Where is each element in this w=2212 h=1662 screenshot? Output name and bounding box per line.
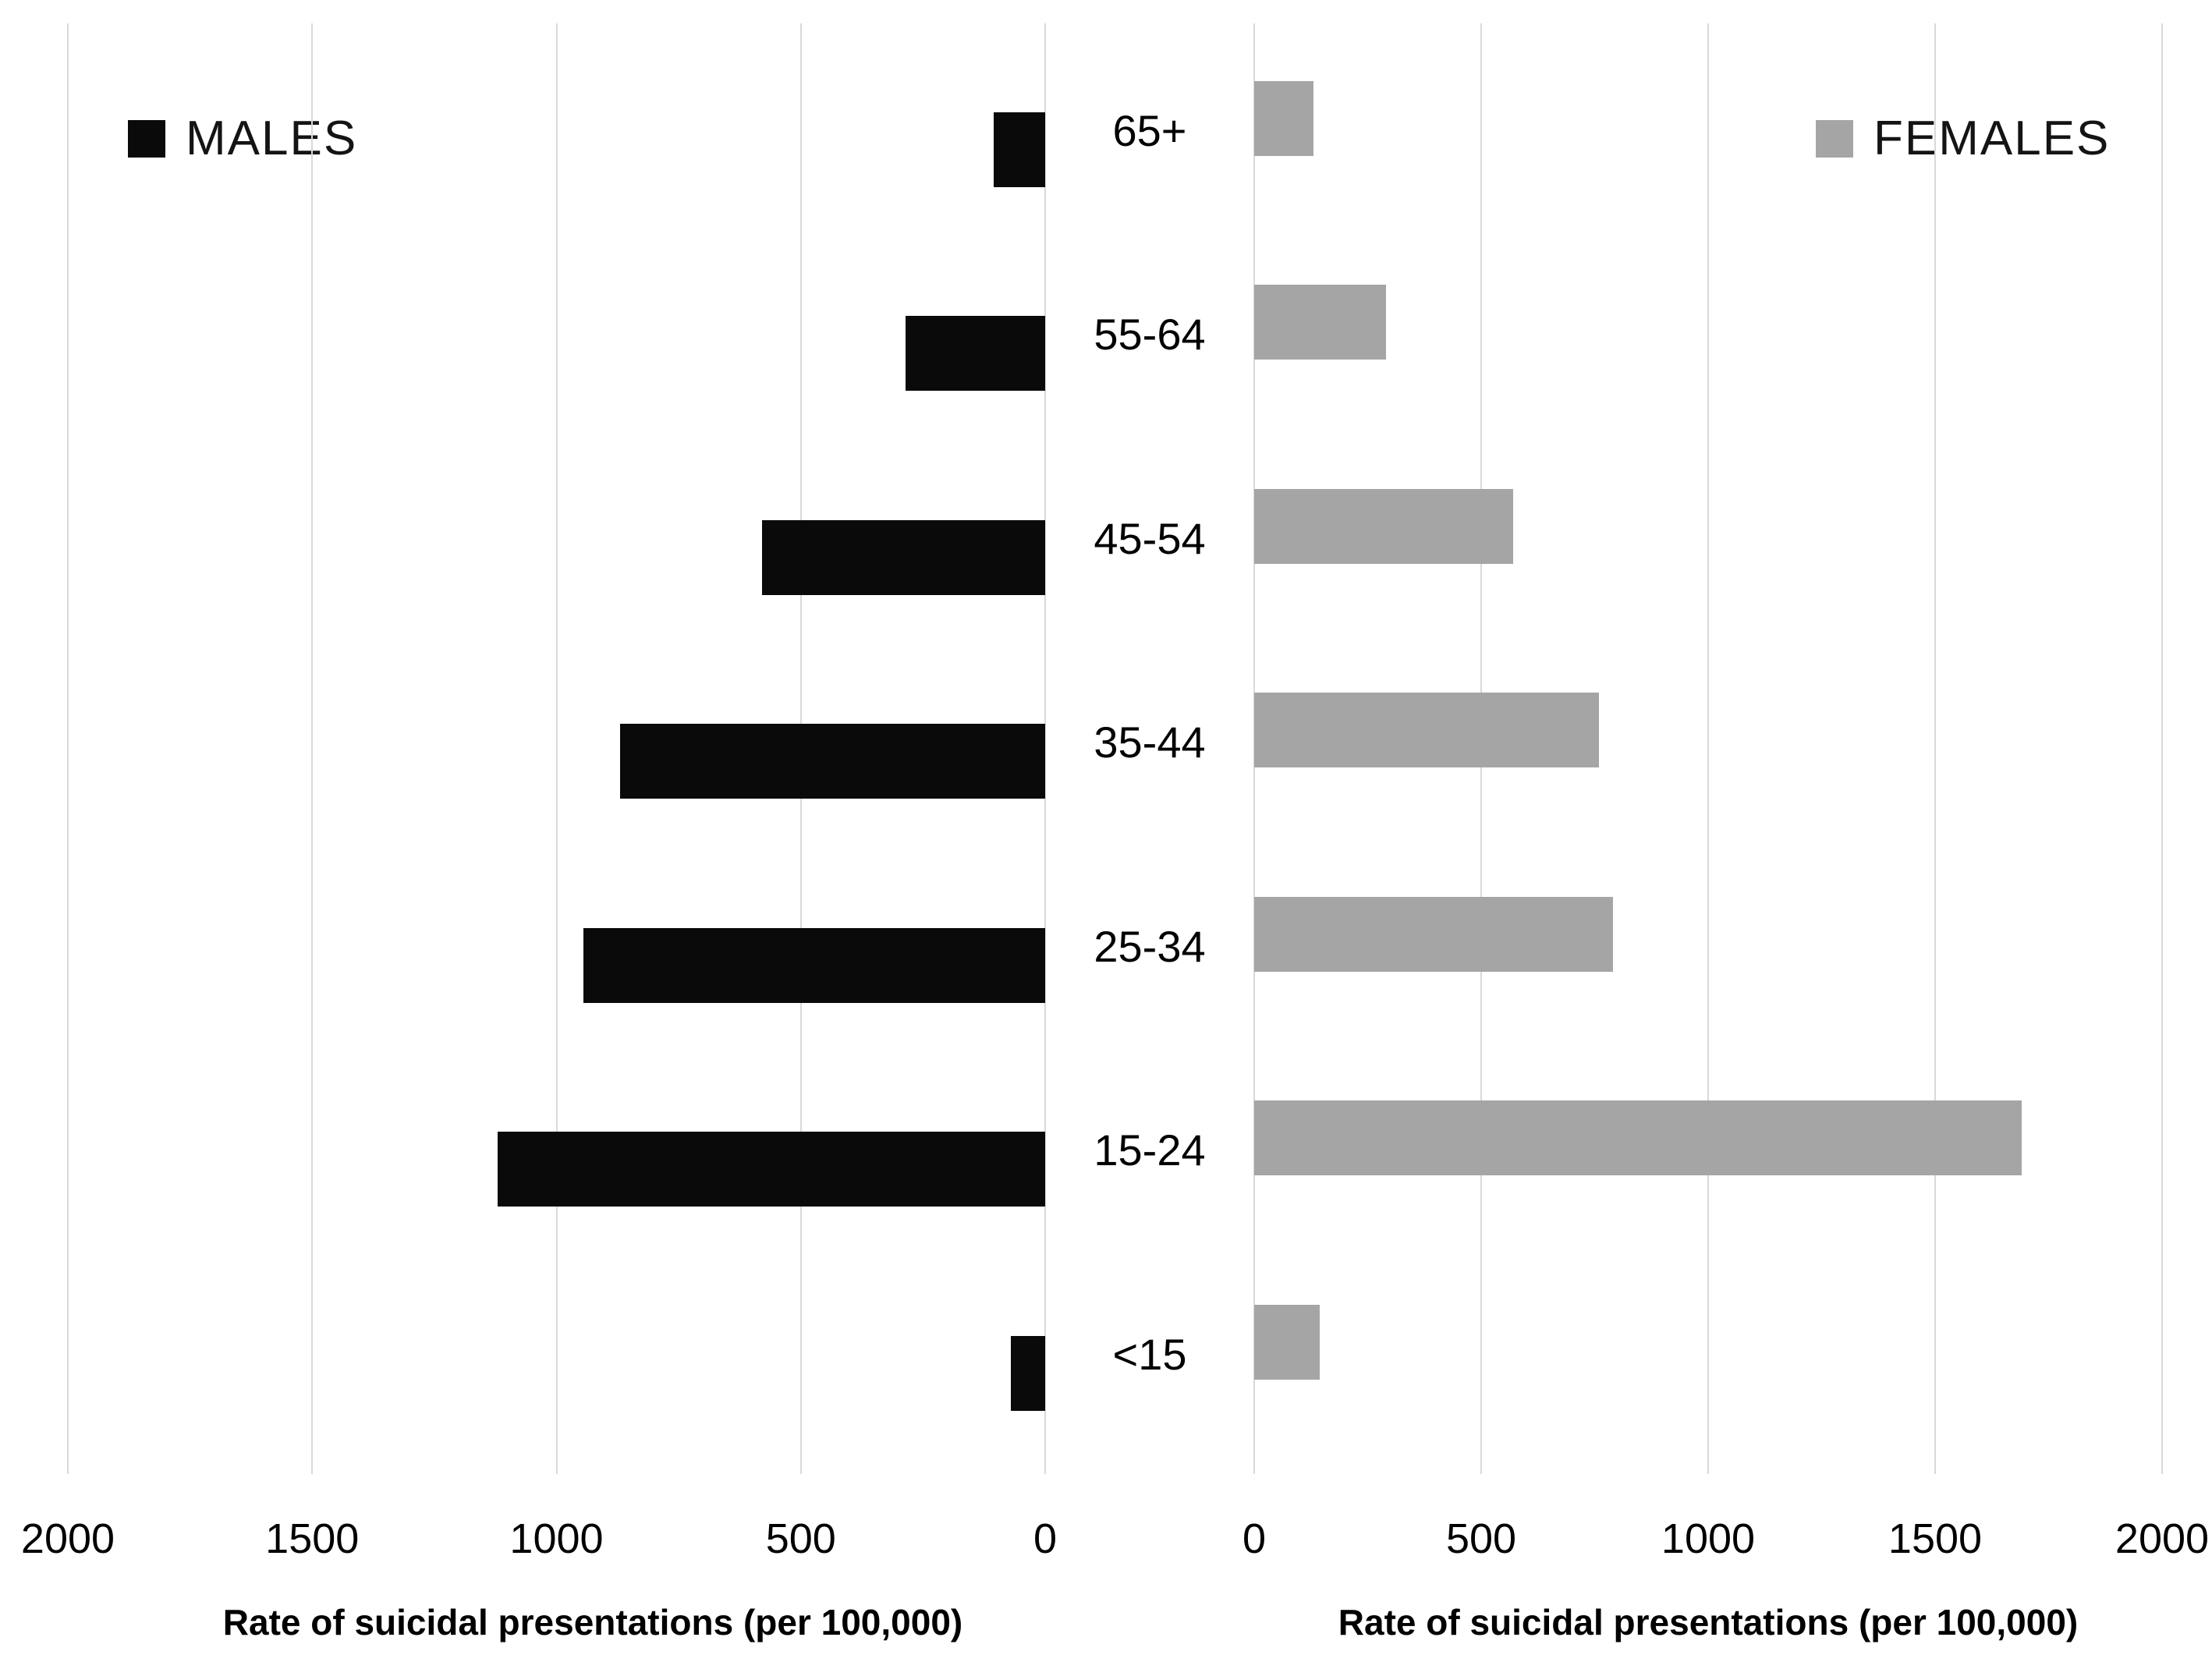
females-legend-label: FEMALES (1873, 112, 2111, 165)
females-plot-area (1253, 23, 2163, 1474)
female-bar-45-54 (1254, 488, 1513, 564)
gridline-left-0 (1044, 23, 1046, 1474)
x-axis-title-left: Rate of suicidal presentations (per 100,… (222, 1602, 963, 1643)
gridline-right-1500 (1934, 23, 1936, 1474)
male-bar-55-64 (906, 316, 1045, 392)
tick-left-0: 0 (1033, 1515, 1058, 1562)
males-legend-swatch-icon (128, 120, 165, 158)
female-bar-25-34 (1254, 896, 1613, 972)
age-label-65+: 65+ (1112, 105, 1187, 155)
age-label-15-24: 15-24 (1094, 1125, 1206, 1175)
age-label-<15: <15 (1112, 1329, 1187, 1379)
age-label-45-54: 45-54 (1094, 513, 1206, 563)
female-bar-35-44 (1254, 693, 1600, 768)
tick-right-2000: 2000 (2115, 1515, 2210, 1562)
male-bar-65+ (994, 112, 1045, 187)
tick-right-1500: 1500 (1888, 1515, 1983, 1562)
tick-right-1000: 1000 (1661, 1515, 1756, 1562)
age-label-35-44: 35-44 (1094, 718, 1206, 767)
legend-males: MALES (128, 111, 357, 167)
gridline-left-2000 (67, 23, 69, 1474)
male-bar-35-44 (619, 724, 1045, 799)
age-label-55-64: 55-64 (1094, 310, 1206, 360)
female-bar-15-24 (1254, 1100, 2022, 1176)
gridline-right-1000 (1707, 23, 1709, 1474)
female-bar-<15 (1254, 1304, 1320, 1380)
tick-left-1500: 1500 (265, 1515, 360, 1562)
legend-females: FEMALES (1816, 111, 2110, 167)
female-bar-55-64 (1254, 285, 1386, 360)
male-bar-45-54 (761, 519, 1045, 595)
x-axis-title-right: Rate of suicidal presentations (per 100,… (1338, 1602, 2079, 1643)
gridline-left-1000 (555, 23, 558, 1474)
males-plot-area (67, 23, 1046, 1474)
gridline-left-1500 (311, 23, 314, 1474)
male-bar-<15 (1011, 1335, 1045, 1411)
tick-left-500: 500 (765, 1515, 836, 1562)
male-bar-15-24 (498, 1132, 1045, 1207)
tick-left-1000: 1000 (509, 1515, 604, 1562)
males-legend-label: MALES (186, 112, 358, 165)
female-bar-65+ (1254, 80, 1313, 156)
tick-right-500: 500 (1445, 1515, 1517, 1562)
male-bar-25-34 (583, 927, 1045, 1003)
tick-right-0: 0 (1242, 1515, 1267, 1562)
gridline-right-2000 (2161, 23, 2163, 1474)
females-legend-swatch-icon (1816, 120, 1853, 158)
age-label-25-34: 25-34 (1094, 921, 1206, 971)
tick-left-2000: 2000 (20, 1515, 115, 1562)
